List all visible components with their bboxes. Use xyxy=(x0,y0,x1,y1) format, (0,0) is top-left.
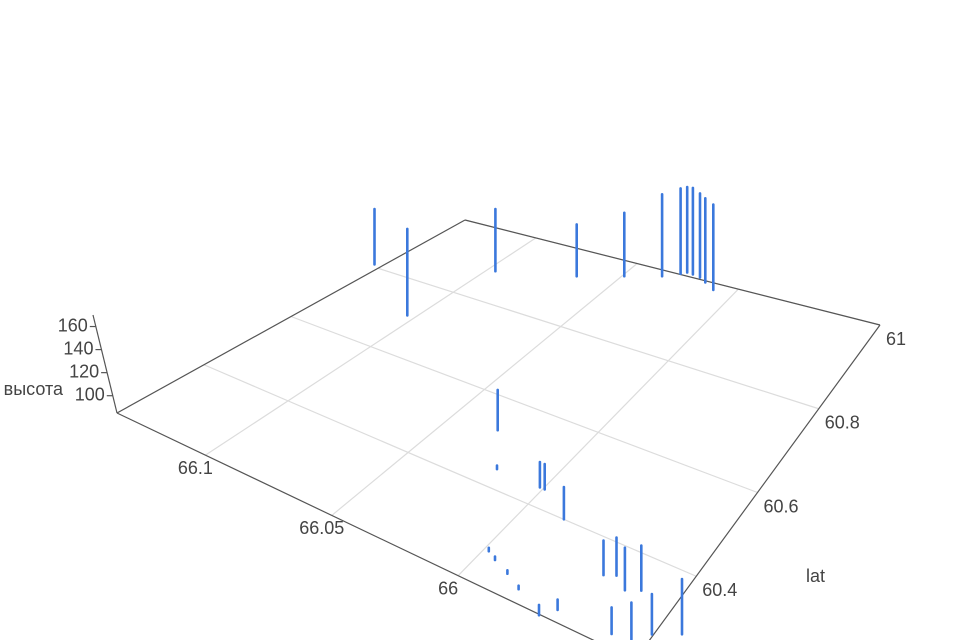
floor-edge xyxy=(116,219,466,414)
z-tick-label: 100 xyxy=(75,384,105,404)
grid-line xyxy=(290,315,758,494)
y-tick-label: 61 xyxy=(886,329,906,349)
data-line xyxy=(373,185,715,640)
floor-edge xyxy=(648,324,881,640)
z-tick-label: 160 xyxy=(58,315,88,335)
floor-edge xyxy=(464,219,881,326)
z-axis-line xyxy=(92,314,118,414)
x-tick-label: 66.05 xyxy=(299,518,344,538)
grid-line xyxy=(377,267,819,410)
x-tick-label: 66 xyxy=(438,578,458,598)
floor-edge xyxy=(116,412,595,640)
y-axis-title: lat xyxy=(806,566,825,586)
y-tick-label: 60.4 xyxy=(702,580,737,600)
z-tick-label: 120 xyxy=(69,361,99,381)
z-axis-title: высота xyxy=(4,379,64,399)
x-tick-label: 66.1 xyxy=(178,458,213,478)
y-tick-label: 60.6 xyxy=(764,496,799,516)
grid-line xyxy=(203,364,697,577)
y-tick-label: 60.8 xyxy=(825,413,860,433)
z-tick-label: 140 xyxy=(63,338,93,358)
